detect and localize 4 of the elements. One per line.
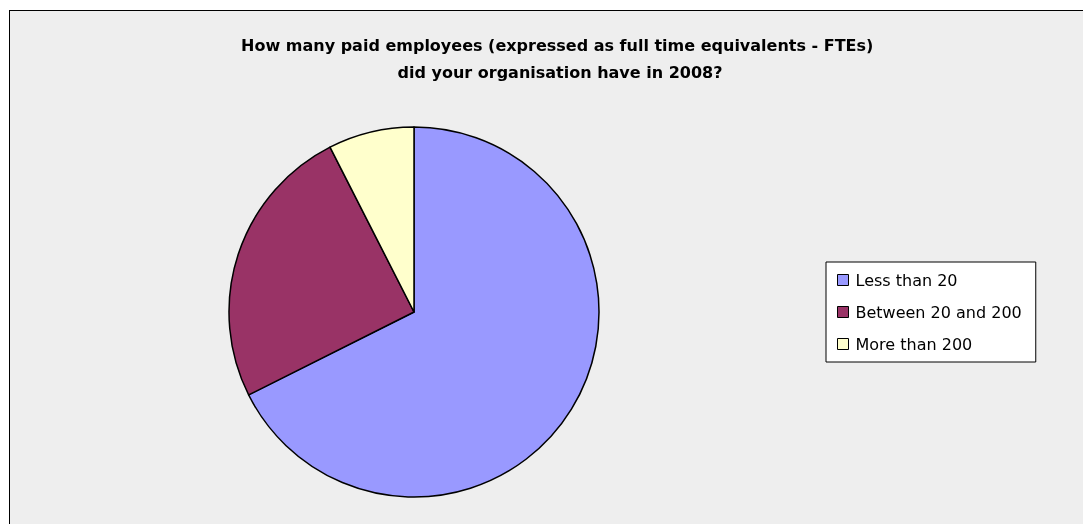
- chart-title: How many paid employees (expressed as full time equivalents - FTEs) did your organisation have in 2008?: [241, 36, 879, 82]
- legend-label: Between 20 and 200: [855, 302, 1022, 322]
- legend-label: More than 200: [855, 334, 973, 354]
- legend-label: Less than 20: [855, 270, 958, 290]
